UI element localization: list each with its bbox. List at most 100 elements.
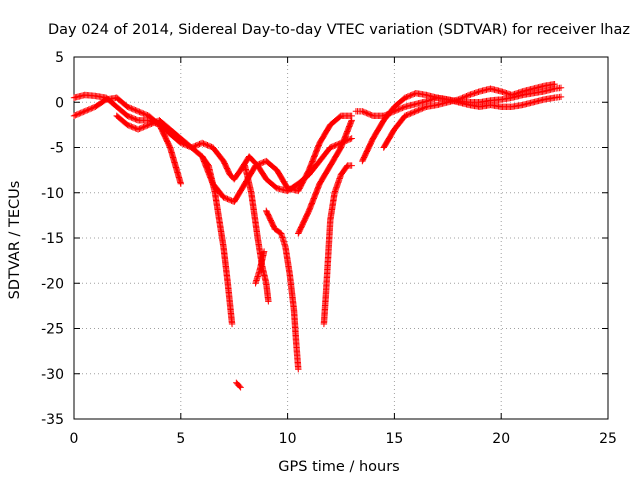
data-point [511, 106, 513, 108]
data-point [94, 95, 96, 97]
data-point [297, 190, 299, 192]
data-point [457, 98, 460, 101]
data-point [521, 104, 524, 106]
data-point [404, 97, 406, 99]
data-point [222, 160, 225, 162]
data-point [259, 269, 261, 271]
data-point [289, 273, 291, 275]
data-point [425, 106, 428, 108]
data-point [126, 124, 128, 126]
data-point [212, 146, 214, 149]
data-point [214, 192, 216, 194]
data-point [180, 137, 182, 140]
data-point [319, 142, 321, 144]
data-point [404, 106, 406, 108]
data-point [231, 323, 233, 325]
data-point [248, 155, 250, 158]
data-point [383, 146, 385, 149]
data-marks [70, 80, 565, 391]
series-track-i [295, 117, 355, 237]
data-point [532, 101, 534, 103]
data-point [372, 115, 374, 117]
series-track-f [241, 162, 272, 305]
data-point [116, 97, 118, 99]
y-tick-label: 0 [55, 95, 64, 111]
x-axis-label: GPS time / hours [278, 459, 399, 475]
data-point [137, 119, 139, 121]
data-point [351, 165, 353, 167]
y-tick-label: -25 [41, 322, 64, 338]
x-tick-labels: 0 5 10 15 20 25 [70, 431, 617, 447]
data-point [240, 169, 242, 171]
data-point [329, 124, 331, 126]
data-point [276, 169, 278, 171]
data-point [393, 106, 395, 108]
data-point [250, 192, 252, 194]
y-tick-label: -5 [50, 141, 64, 157]
data-point [500, 106, 502, 108]
data-point [244, 183, 246, 185]
data-point [532, 92, 534, 94]
data-point [340, 146, 342, 149]
data-point [393, 128, 395, 130]
data-point [235, 382, 237, 384]
y-tick-label: -30 [41, 367, 64, 383]
data-point [148, 124, 150, 126]
data-point [532, 88, 534, 90]
y-tick-label: -15 [41, 231, 64, 247]
data-point [116, 106, 118, 108]
data-point [265, 210, 267, 212]
data-point [233, 201, 235, 203]
data-point [489, 104, 492, 106]
data-point [554, 83, 556, 85]
data-point [511, 94, 513, 96]
data-point [218, 219, 220, 221]
y-tick-label: -35 [41, 412, 64, 428]
data-point [543, 98, 545, 101]
data-point [207, 165, 210, 167]
data-point [404, 115, 406, 117]
data-point [297, 368, 299, 370]
data-point [554, 97, 556, 99]
data-point [158, 124, 161, 126]
data-point [329, 165, 331, 167]
data-point [554, 88, 556, 90]
data-point [425, 100, 428, 102]
data-point [333, 192, 336, 194]
data-point [479, 101, 481, 103]
data-point [73, 97, 75, 99]
data-point [263, 250, 265, 253]
data-point [116, 115, 118, 117]
data-point [383, 119, 385, 121]
x-tick-label: 20 [492, 431, 510, 447]
data-point [479, 106, 481, 108]
series-track-j [320, 162, 355, 328]
data-point [254, 165, 257, 167]
data-point [293, 309, 295, 311]
y-tick-labels: 5 0 -5 -10 -15 -20 -25 -30 -35 [41, 50, 64, 428]
data-point [521, 90, 524, 92]
data-point [126, 106, 128, 108]
data-point [383, 115, 385, 117]
data-point [137, 110, 139, 112]
x-tick-label: 25 [599, 431, 617, 447]
data-point [415, 103, 417, 105]
data-point [500, 90, 502, 92]
data-point [521, 94, 524, 96]
data-point [308, 169, 310, 171]
data-point [329, 219, 331, 221]
axis-ticks [73, 56, 609, 420]
y-axis-label: SDTVAR / TECUs [7, 181, 23, 300]
x-tick-label: 0 [70, 431, 79, 447]
data-point [222, 246, 225, 248]
data-point [94, 106, 96, 108]
x-tick-label: 5 [176, 431, 185, 447]
grid [74, 57, 608, 419]
data-point [297, 232, 299, 235]
data-point [323, 323, 325, 325]
chart-title: Day 024 of 2014, Sidereal Day-to-day VTE… [48, 22, 630, 38]
data-point [73, 115, 75, 117]
data-point [84, 94, 86, 96]
data-point [233, 178, 235, 180]
